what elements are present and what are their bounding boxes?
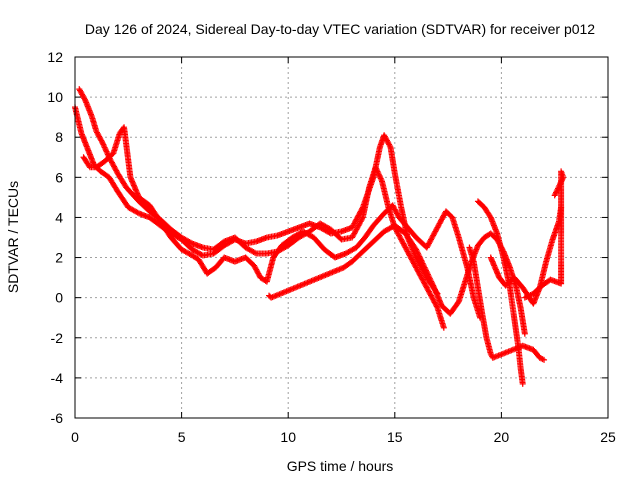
- data-point-marker: [560, 174, 567, 181]
- data-point-marker: [415, 252, 422, 259]
- data-point-marker: [553, 188, 560, 195]
- data-point-marker: [556, 181, 563, 188]
- y-axis-label: SDTVAR / TECUs: [5, 181, 21, 293]
- x-tick-labels: 0 5 10 15 20 25: [71, 429, 616, 445]
- data-point-marker: [386, 142, 393, 149]
- data-point-marker: [419, 259, 426, 266]
- data-point-marker: [428, 278, 435, 285]
- data-point-marker: [424, 270, 431, 277]
- data-point-marker: [424, 271, 431, 278]
- x-tick-label: 5: [178, 429, 186, 445]
- data-point-marker: [422, 267, 429, 274]
- data-point-marker: [429, 281, 436, 288]
- data-point-marker: [454, 299, 461, 306]
- data-point-marker: [559, 175, 566, 182]
- plot-frame: [74, 56, 609, 419]
- data-point-marker: [541, 356, 548, 363]
- y-tick-label: -4: [51, 370, 64, 386]
- data-point-marker: [553, 189, 560, 196]
- data-point-marker: [558, 178, 565, 185]
- series-sat-f: [466, 244, 548, 363]
- data-point-marker: [420, 261, 427, 268]
- data-point-marker: [81, 96, 88, 103]
- x-tick-label: 15: [387, 429, 403, 445]
- y-tick-label: 2: [55, 250, 63, 266]
- data-points: [72, 86, 567, 387]
- y-tick-label: -2: [51, 330, 64, 346]
- data-point-marker: [422, 265, 429, 272]
- y-tick-label: 12: [47, 49, 63, 65]
- data-point-marker: [558, 177, 565, 184]
- data-point-marker: [251, 249, 258, 256]
- data-point-marker: [134, 209, 141, 216]
- data-point-marker: [414, 249, 421, 256]
- series-sat-e: [474, 198, 526, 387]
- y-tick-labels: -6 -4 -2 0 2 4 6 8 10 12: [47, 49, 63, 426]
- data-point-marker: [440, 324, 447, 331]
- y-tick-label: 6: [55, 169, 63, 185]
- y-tick-label: 0: [55, 290, 63, 306]
- series-sat-d: [266, 222, 528, 337]
- data-point-marker: [555, 184, 562, 191]
- data-point-marker: [421, 264, 428, 271]
- data-point-marker: [433, 303, 440, 310]
- data-point-marker: [425, 272, 432, 279]
- data-point-marker: [413, 247, 420, 254]
- data-point-marker: [417, 254, 424, 261]
- data-point-marker: [556, 182, 563, 189]
- series-sat-h: [521, 168, 567, 301]
- data-point-marker: [359, 215, 366, 222]
- data-point-marker: [551, 192, 558, 199]
- data-point-marker: [419, 260, 426, 267]
- x-tick-label: 20: [494, 429, 510, 445]
- data-point-marker: [519, 380, 526, 387]
- y-tick-label: 8: [55, 129, 63, 145]
- x-axis-label: GPS time / hours: [287, 458, 394, 474]
- data-point-marker: [554, 185, 561, 192]
- data-point-marker: [187, 239, 194, 246]
- y-tick-label: -6: [51, 410, 64, 426]
- series-sat-g: [487, 204, 565, 307]
- data-point-marker: [415, 250, 422, 257]
- data-point-marker: [552, 190, 559, 197]
- data-point-marker: [418, 257, 425, 264]
- data-point-marker: [423, 268, 430, 275]
- x-tick-label: 25: [600, 429, 616, 445]
- data-point-marker: [426, 275, 433, 282]
- data-point-marker: [420, 263, 427, 270]
- chart-title: Day 126 of 2024, Sidereal Day-to-day VTE…: [85, 21, 595, 37]
- data-point-marker: [428, 279, 435, 286]
- x-tick-label: 10: [280, 429, 296, 445]
- data-point-marker: [521, 330, 528, 337]
- y-tick-label: 4: [55, 209, 63, 225]
- y-tick-label: 10: [47, 89, 63, 105]
- data-point-marker: [554, 186, 561, 193]
- data-point-marker: [413, 246, 420, 253]
- data-point-marker: [99, 138, 106, 145]
- x-tick-label: 0: [71, 429, 79, 445]
- data-point-marker: [557, 179, 564, 186]
- data-point-marker: [417, 256, 424, 263]
- data-point-marker: [426, 274, 433, 281]
- data-point-marker: [416, 253, 423, 260]
- data-point-marker: [427, 277, 434, 284]
